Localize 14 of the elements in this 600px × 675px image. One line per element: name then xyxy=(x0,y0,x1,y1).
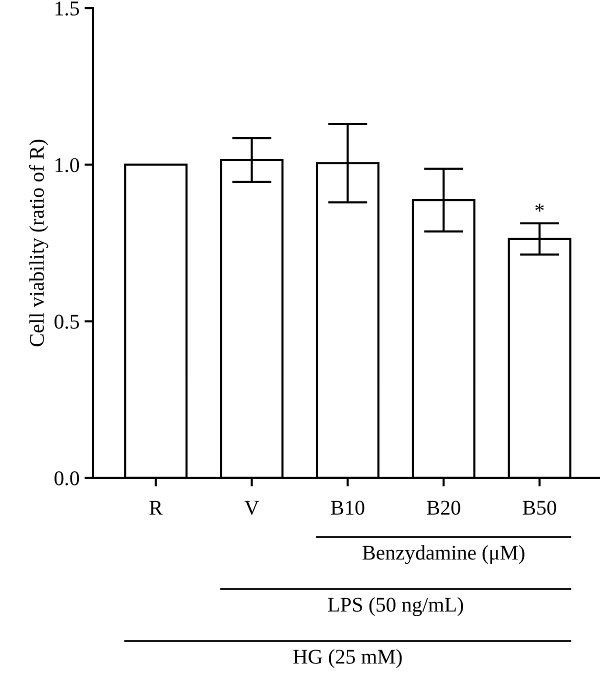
y-axis-title: Cell viability (ratio of R) xyxy=(29,140,48,346)
x-tick-label: B20 xyxy=(426,500,460,515)
y-tick-label: 0.5 xyxy=(54,314,79,329)
x-tick-label: R xyxy=(149,500,163,515)
y-tick-label: 1.5 xyxy=(56,2,79,16)
annotation: * xyxy=(535,204,544,212)
text: LPS (50 ng/mL) xyxy=(328,597,464,616)
x-tick-label: B10 xyxy=(330,500,364,515)
x-tick-label: V xyxy=(244,500,260,515)
x-tick-label: B50 xyxy=(522,500,556,515)
text: Benzydamine (μM) xyxy=(362,545,524,564)
y-tick-label: 1.0 xyxy=(56,158,80,172)
y-tick-label: 0.0 xyxy=(54,471,80,486)
text: HG (25 mM) xyxy=(293,649,402,668)
